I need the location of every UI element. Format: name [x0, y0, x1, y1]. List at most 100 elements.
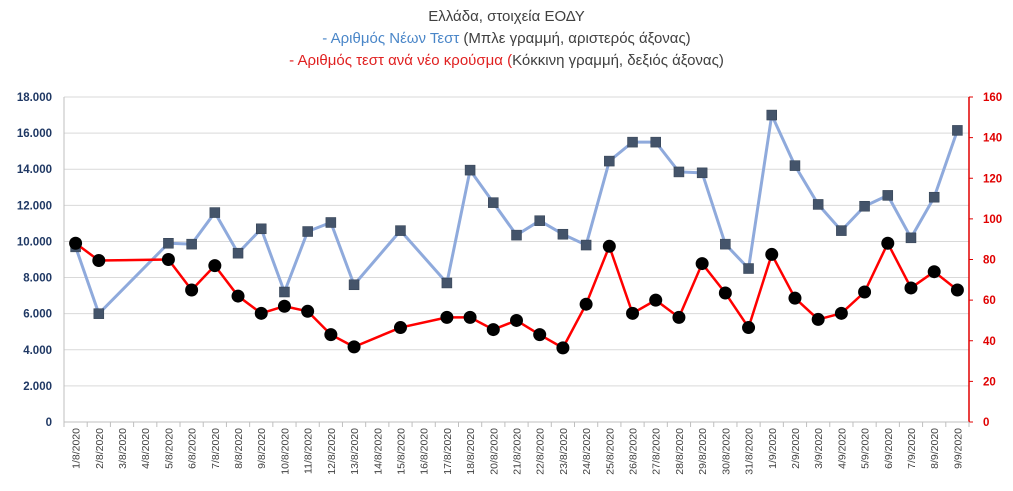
- blue-series-point: [395, 225, 406, 236]
- x-axis-tick-label: 27/8/2020: [651, 428, 663, 475]
- right-axis-tick-label: 140: [983, 133, 1002, 145]
- blue-series-point: [488, 197, 499, 208]
- x-axis-tick-label: 4/8/2020: [140, 428, 152, 469]
- blue-series-point: [232, 247, 244, 259]
- x-axis-tick-label: 6/9/2020: [883, 428, 895, 469]
- tick-label-layer: 0 2.000 4.000 6.000 8.000 10.000 12.000 14.000 1…: [17, 92, 1002, 475]
- red-series-point: [69, 236, 83, 250]
- x-axis-tick-label: 15/8/2020: [395, 428, 407, 475]
- blue-series-point: [789, 160, 801, 171]
- red-series-point: [185, 283, 199, 297]
- x-axis-tick-label: 23/8/2020: [558, 428, 570, 475]
- red-series-point: [626, 306, 640, 320]
- x-axis-tick-label: 2/9/2020: [790, 428, 802, 469]
- right-axis-tick-label: 60: [983, 295, 996, 307]
- x-axis-tick-label: 9/8/2020: [256, 428, 268, 469]
- red-series-point: [602, 239, 616, 253]
- red-series-point: [950, 283, 964, 297]
- x-axis-tick-label: 18/8/2020: [465, 428, 477, 475]
- x-axis-tick-label: 13/8/2020: [349, 428, 361, 475]
- left-axis-tick-label: 2.000: [23, 381, 52, 393]
- blue-series-point: [720, 238, 731, 250]
- blue-series-point: [650, 136, 661, 148]
- x-axis-tick-label: 10/8/2020: [279, 428, 291, 475]
- red-series-point: [881, 236, 895, 250]
- blue-series-point: [441, 277, 453, 289]
- blue-series-point: [302, 226, 313, 237]
- title-line-3-dash: -: [289, 52, 298, 69]
- blue-series-point: [743, 263, 754, 274]
- red-series-point: [231, 289, 245, 303]
- red-series-point: [208, 259, 222, 273]
- right-axis-tick-label: 160: [983, 92, 1002, 104]
- x-axis-tick-label: 8/9/2020: [929, 428, 941, 469]
- blue-series-point: [882, 190, 894, 201]
- blue-series-point: [859, 200, 870, 212]
- title-red-series-name: Αριθμός τεστ ανά νέο κρούσμα (: [297, 52, 513, 69]
- x-axis-tick-label: 20/8/2020: [488, 428, 500, 475]
- red-series-point: [533, 328, 547, 342]
- red-series-point: [834, 306, 848, 320]
- blue-series-point: [557, 228, 569, 240]
- blue-series-point: [209, 207, 221, 218]
- left-axis-tick-label: 18.000: [17, 92, 52, 104]
- left-axis-tick-label: 16.000: [17, 128, 52, 140]
- x-axis-tick-label: 9/9/2020: [952, 428, 964, 469]
- blue-series-point: [255, 223, 267, 235]
- blue-series-point: [905, 232, 917, 244]
- red-series-point: [347, 340, 361, 354]
- blue-series-point: [928, 191, 940, 203]
- left-axis-tick-label: 4.000: [23, 345, 52, 357]
- red-series-point: [324, 328, 338, 342]
- x-axis-tick-label: 28/8/2020: [674, 428, 686, 475]
- title-line-2: - Αριθμός Νέων Τεστ (Μπλε γραμμή, αριστε…: [0, 28, 1013, 50]
- x-axis-tick-label: 31/8/2020: [744, 428, 756, 475]
- red-series-point: [695, 257, 709, 271]
- right-axis-tick-label: 20: [983, 376, 996, 388]
- red-series-layer: [69, 236, 964, 355]
- left-axis-tick-label: 0: [46, 417, 52, 429]
- title-line-1: Ελλάδα, στοιχεία ΕΟΔΥ: [428, 8, 585, 25]
- x-axis-tick-label: 3/9/2020: [813, 428, 825, 469]
- blue-series-point: [279, 286, 290, 298]
- x-axis-tick-label: 21/8/2020: [512, 428, 524, 475]
- red-series-point: [718, 286, 732, 300]
- x-axis-tick-label: 1/9/2020: [767, 428, 779, 469]
- blue-series-point: [348, 279, 360, 291]
- x-axis-tick-label: 25/8/2020: [604, 428, 616, 475]
- red-series-point: [486, 323, 500, 337]
- blue-series-point: [952, 125, 963, 136]
- blue-series-point: [812, 199, 824, 210]
- x-axis-tick-label: 7/9/2020: [906, 428, 918, 469]
- x-axis-tick-label: 4/9/2020: [836, 428, 848, 469]
- x-axis-tick-label: 3/8/2020: [117, 428, 129, 469]
- blue-series-point: [534, 215, 545, 226]
- blue-series-point: [673, 166, 685, 178]
- red-series-point: [92, 254, 106, 268]
- blue-series-layer: [70, 109, 963, 319]
- red-series-point: [858, 285, 872, 299]
- red-series-point: [277, 299, 291, 313]
- red-series-point: [301, 304, 315, 318]
- x-axis-tick-label: 16/8/2020: [419, 428, 431, 475]
- title-line-2-dash: -: [322, 30, 331, 47]
- x-axis-tick-label: 29/8/2020: [697, 428, 709, 475]
- x-axis-tick-label: 30/8/2020: [720, 428, 732, 475]
- title-blue-series-name: Αριθμός Νέων Τεστ: [330, 30, 460, 47]
- blue-series-point: [325, 217, 337, 228]
- title-line-3: - Αριθμός τεστ ανά νέο κρούσμα (Κόκκινη …: [0, 50, 1013, 72]
- left-axis-tick-label: 12.000: [17, 200, 52, 212]
- blue-series-point: [604, 155, 615, 167]
- red-series-point: [927, 265, 941, 279]
- x-axis-tick-label: 5/9/2020: [860, 428, 872, 469]
- red-series-point: [765, 247, 779, 261]
- red-series-point: [788, 291, 802, 305]
- right-axis-tick-label: 100: [983, 214, 1002, 226]
- x-axis-tick-label: 26/8/2020: [628, 428, 640, 475]
- axis-layer: [63, 96, 973, 427]
- right-axis-tick-label: 40: [983, 336, 996, 348]
- x-axis-tick-label: 24/8/2020: [581, 428, 593, 475]
- chart-title: Ελλάδα, στοιχεία ΕΟΔΥ - Αριθμός Νέων Τεσ…: [0, 6, 1013, 72]
- right-axis-tick-label: 0: [983, 417, 989, 429]
